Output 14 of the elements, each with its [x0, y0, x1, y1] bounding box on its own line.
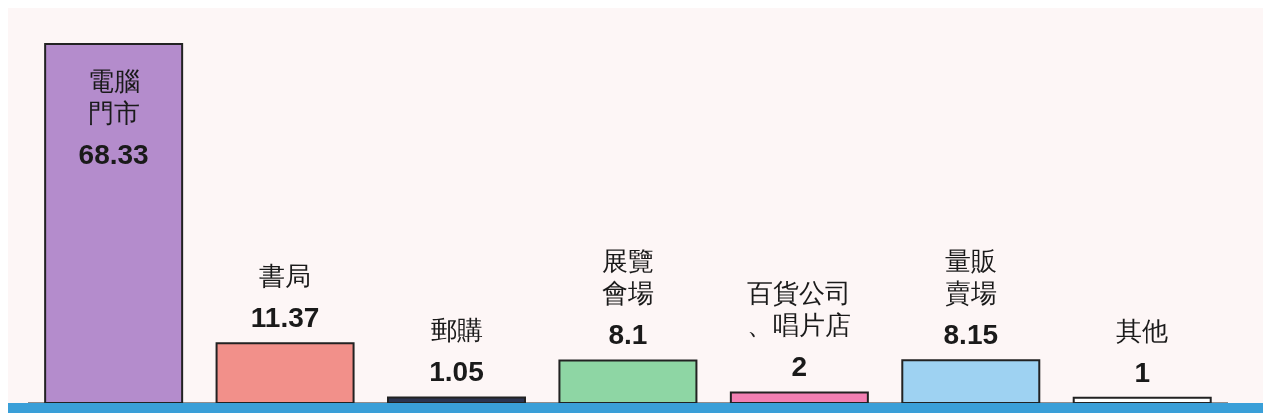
x-tick-label: 展覽會場 [601, 246, 654, 309]
x-tick-label: 書局 [259, 261, 312, 292]
data-label: 11.37 [250, 302, 320, 334]
x-tick-label: 電腦門市 [87, 66, 140, 128]
x-tick-label: 郵購 [430, 315, 483, 346]
data-label: 2 [791, 351, 808, 383]
x-tick-label: 量販賣場 [944, 246, 997, 309]
x-tick-label: 其他 [1116, 315, 1169, 346]
data-label: 1 [1134, 356, 1150, 388]
data-label: 8.15 [943, 319, 999, 351]
x-tick-label: 百貨公司、唱片店 [747, 278, 852, 341]
data-label: 1.05 [429, 356, 484, 388]
data-label: 8.1 [608, 319, 648, 351]
data-label: 68.33 [78, 139, 149, 170]
